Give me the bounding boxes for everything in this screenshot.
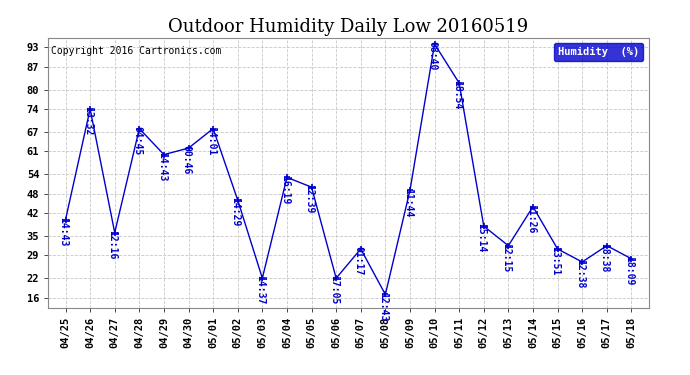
Text: 18:09: 18:09 <box>624 256 634 285</box>
Text: 04:45: 04:45 <box>132 126 142 155</box>
Text: 11:44: 11:44 <box>403 188 413 217</box>
Text: 12:38: 12:38 <box>575 259 585 288</box>
Text: 14:43: 14:43 <box>58 217 68 246</box>
Text: 14:43: 14:43 <box>157 152 167 181</box>
Text: 16:19: 16:19 <box>279 175 290 204</box>
Text: 00:46: 00:46 <box>181 146 191 175</box>
Text: 11:26: 11:26 <box>526 204 535 233</box>
Text: 14:29: 14:29 <box>230 197 241 227</box>
Text: 15:14: 15:14 <box>477 224 486 253</box>
Text: 13:32: 13:32 <box>83 106 93 136</box>
Text: Copyright 2016 Cartronics.com: Copyright 2016 Cartronics.com <box>51 46 221 56</box>
Text: 18:54: 18:54 <box>452 80 462 110</box>
Text: 12:16: 12:16 <box>108 230 117 259</box>
Text: 01:17: 01:17 <box>353 246 364 276</box>
Text: 12:43: 12:43 <box>378 292 388 321</box>
Text: 12:39: 12:39 <box>304 184 315 214</box>
Title: Outdoor Humidity Daily Low 20160519: Outdoor Humidity Daily Low 20160519 <box>168 18 529 36</box>
Text: 14:37: 14:37 <box>255 276 265 305</box>
Text: 13:51: 13:51 <box>551 246 560 276</box>
Text: 17:05: 17:05 <box>329 276 339 305</box>
Text: 12:15: 12:15 <box>501 243 511 272</box>
Text: 08:40: 08:40 <box>427 41 437 70</box>
Text: 18:38: 18:38 <box>600 243 609 272</box>
Text: 14:01: 14:01 <box>206 126 216 155</box>
Legend: Humidity  (%): Humidity (%) <box>554 43 643 61</box>
